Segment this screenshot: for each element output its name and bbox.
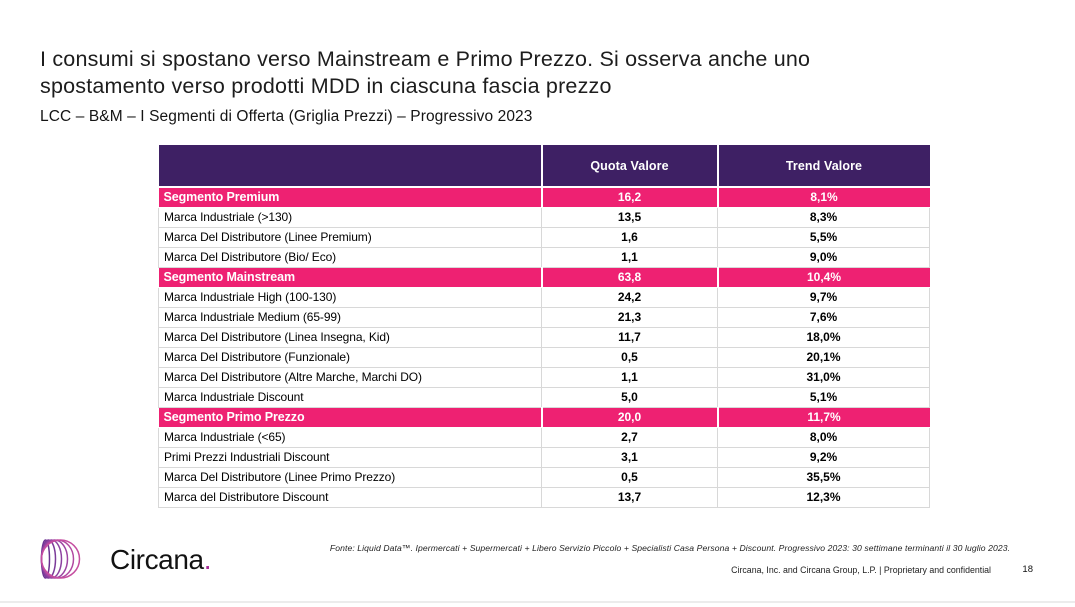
row-label: Marca Del Distributore (Bio/ Eco): [158, 246, 542, 268]
title-block: I consumi si spostano verso Mainstream e…: [40, 46, 1000, 126]
quota-value: 5,0: [541, 386, 718, 408]
trend-value: 9,2%: [717, 446, 930, 468]
row-label: Marca Del Distributore (Altre Marche, Ma…: [158, 366, 542, 388]
header-trend-valore: Trend Valore: [716, 143, 930, 188]
quota-value: 21,3: [541, 306, 718, 328]
row-label: Marca Del Distributore (Funzionale): [158, 346, 542, 368]
trend-value: 11,7%: [716, 406, 930, 428]
circana-logo-icon: [36, 536, 126, 584]
circana-logo-text: Circana.: [110, 544, 212, 575]
trend-value: 9,7%: [717, 286, 930, 308]
quota-value: 0,5: [541, 346, 718, 368]
segment-row: Segmento Premium 16,2 8,1%: [158, 186, 930, 208]
row-label: Marca Industriale (<65): [158, 426, 542, 448]
segment-row: Segmento Primo Prezzo 20,0 11,7%: [158, 406, 930, 428]
table-row: Marca Industriale Medium (65-99) 21,3 7,…: [158, 306, 930, 328]
segment-row: Segmento Mainstream 63,8 10,4%: [158, 266, 930, 288]
trend-value: 12,3%: [717, 486, 930, 508]
quota-value: 13,5: [541, 206, 718, 228]
segments-table-wrap: Quota Valore Trend Valore Segmento Premi…: [158, 143, 930, 508]
trend-value: 5,1%: [717, 386, 930, 408]
row-label: Marca Industriale Discount: [158, 386, 542, 408]
quota-value: 1,6: [541, 226, 718, 248]
footer-copyright: Circana, Inc. and Circana Group, L.P. | …: [731, 565, 991, 575]
quota-value: 20,0: [540, 406, 719, 428]
trend-value: 9,0%: [717, 246, 930, 268]
quota-value: 63,8: [540, 266, 719, 288]
row-label: Segmento Primo Prezzo: [158, 406, 543, 428]
trend-value: 8,1%: [716, 186, 930, 208]
row-label: Segmento Mainstream: [158, 266, 543, 288]
trend-value: 5,5%: [717, 226, 930, 248]
row-label: Segmento Premium: [158, 186, 543, 208]
bottom-divider-line: [0, 601, 1075, 603]
row-label: Marca Industriale High (100-130): [158, 286, 542, 308]
slide-subtitle: LCC – B&M – I Segmenti di Offerta (Grigl…: [40, 108, 533, 125]
table-row: Marca del Distributore Discount 13,7 12,…: [158, 486, 930, 508]
quota-value: 13,7: [541, 486, 718, 508]
footer-source-note: Fonte: Liquid Data™. Ipermercati + Super…: [329, 543, 1011, 553]
segments-table: Quota Valore Trend Valore Segmento Premi…: [158, 143, 930, 508]
slide-title: I consumi si spostano verso Mainstream e…: [40, 47, 811, 98]
table-row: Marca Del Distributore (Linee Primo Prez…: [158, 466, 930, 488]
quota-value: 1,1: [541, 366, 718, 388]
row-label: Marca Del Distributore (Linea Insegna, K…: [158, 326, 542, 348]
table-header-row: Quota Valore Trend Valore: [158, 143, 930, 188]
table-row: Primi Prezzi Industriali Discount 3,1 9,…: [158, 446, 930, 468]
quota-value: 11,7: [541, 326, 718, 348]
trend-value: 10,4%: [716, 266, 930, 288]
row-label: Marca del Distributore Discount: [158, 486, 542, 508]
trend-value: 31,0%: [717, 366, 930, 388]
quota-value: 16,2: [540, 186, 719, 208]
trend-value: 8,3%: [717, 206, 930, 228]
trend-value: 20,1%: [717, 346, 930, 368]
quota-value: 1,1: [541, 246, 718, 268]
table-row: Marca Del Distributore (Linee Premium) 1…: [158, 226, 930, 248]
trend-value: 18,0%: [717, 326, 930, 348]
quota-value: 0,5: [541, 466, 718, 488]
table-row: Marca Industriale High (100-130) 24,2 9,…: [158, 286, 930, 308]
quota-value: 3,1: [541, 446, 718, 468]
quota-value: 2,7: [541, 426, 718, 448]
table-row: Marca Del Distributore (Funzionale) 0,5 …: [158, 346, 930, 368]
row-label: Primi Prezzi Industriali Discount: [158, 446, 542, 468]
circana-logo-dot: .: [203, 544, 212, 575]
quota-value: 24,2: [541, 286, 718, 308]
table-row: Marca Del Distributore (Linea Insegna, K…: [158, 326, 930, 348]
table-row: Marca Industriale Discount 5,0 5,1%: [158, 386, 930, 408]
trend-value: 8,0%: [717, 426, 930, 448]
table-row: Marca Del Distributore (Altre Marche, Ma…: [158, 366, 930, 388]
table-row: Marca Industriale (>130) 13,5 8,3%: [158, 206, 930, 228]
table-row: Marca Del Distributore (Bio/ Eco) 1,1 9,…: [158, 246, 930, 268]
header-quota-valore: Quota Valore: [540, 143, 719, 188]
table-row: Marca Industriale (<65) 2,7 8,0%: [158, 426, 930, 448]
trend-value: 7,6%: [717, 306, 930, 328]
trend-value: 35,5%: [717, 466, 930, 488]
row-label: Marca Del Distributore (Linee Primo Prez…: [158, 466, 542, 488]
circana-logo: Circana.: [36, 536, 226, 584]
row-label: Marca Industriale (>130): [158, 206, 542, 228]
header-empty-cell: [158, 143, 543, 188]
row-label: Marca Del Distributore (Linee Premium): [158, 226, 542, 248]
page-number: 18: [1022, 564, 1033, 575]
row-label: Marca Industriale Medium (65-99): [158, 306, 542, 328]
